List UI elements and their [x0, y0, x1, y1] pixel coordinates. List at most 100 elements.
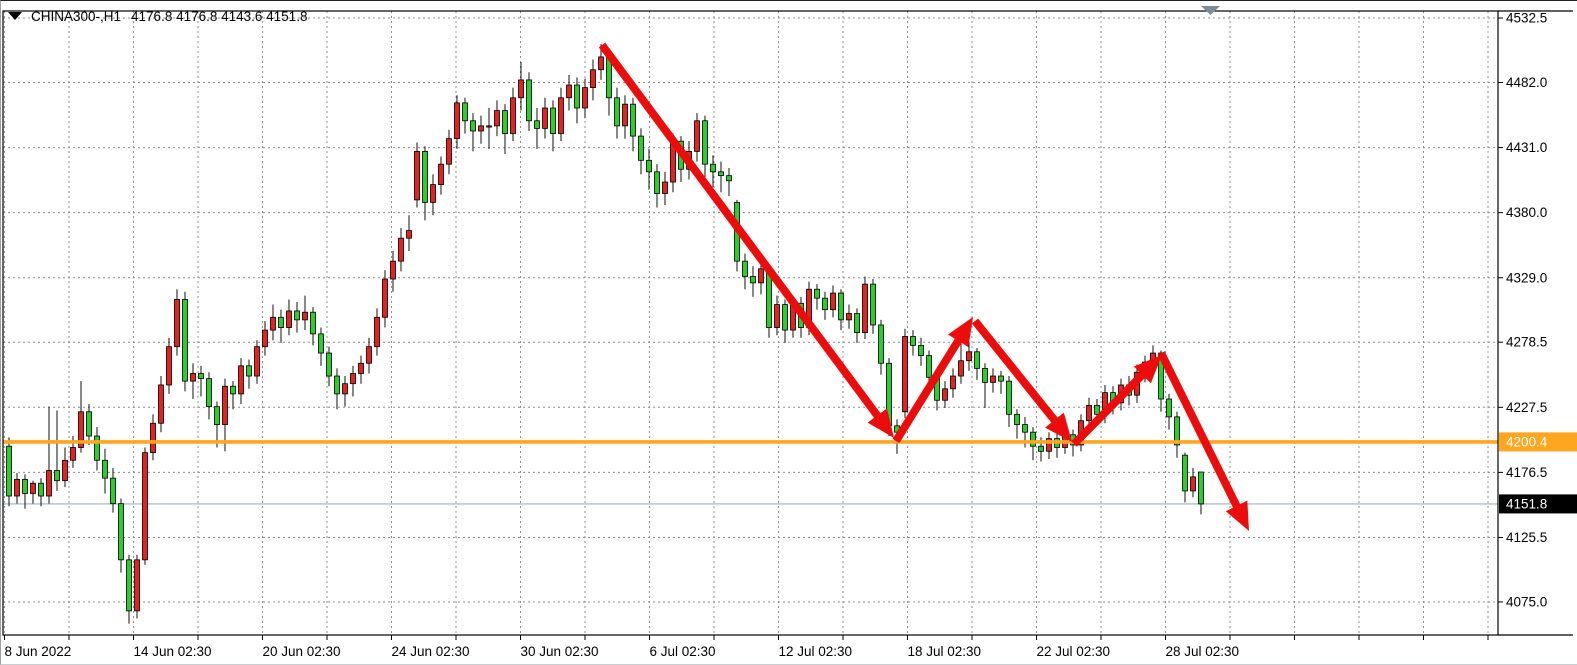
- symbol-period-label: CHINA300-,H1: [31, 9, 121, 24]
- candlestick: [878, 319, 884, 375]
- symbol-dropdown-icon[interactable]: [8, 12, 22, 20]
- chart-shift-marker-icon[interactable]: [1201, 6, 1220, 15]
- level-price-tag-background: [1499, 432, 1577, 452]
- bear-candle-body: [1198, 471, 1204, 505]
- candlestick: [174, 289, 180, 356]
- bear-candle-body: [838, 292, 844, 321]
- bear-candle-body: [534, 120, 540, 129]
- bull-candle-body: [302, 311, 308, 321]
- bear-candle-body: [630, 103, 636, 137]
- candlestick: [326, 346, 332, 387]
- candlestick: [102, 448, 108, 494]
- bull-candle-body: [1046, 438, 1052, 452]
- bull-candle-body: [486, 125, 492, 128]
- bid-price-tag-text: 4151.8: [1506, 496, 1547, 511]
- bear-candle-body: [54, 470, 60, 482]
- trend-arrow[interactable]: [598, 42, 894, 438]
- bull-candle-body: [510, 97, 516, 134]
- bull-candle-body: [774, 304, 780, 328]
- candlestick: [302, 295, 308, 331]
- candlestick: [646, 148, 652, 190]
- candlestick: [958, 340, 964, 384]
- candlestick: [574, 77, 580, 124]
- candlestick: [142, 447, 148, 565]
- bear-candle-body: [22, 479, 28, 494]
- candlestick: [350, 365, 356, 397]
- trend-arrow[interactable]: [971, 318, 1072, 442]
- bear-candle-body: [910, 336, 916, 346]
- price-axis-label: 4278.5: [1506, 335, 1547, 350]
- bear-candle-body: [1174, 416, 1180, 446]
- bear-candle-body: [1182, 454, 1188, 492]
- candlestick: [918, 337, 924, 366]
- candlestick: [822, 291, 828, 320]
- price-axis-label: 4227.5: [1506, 400, 1547, 415]
- bull-candle-body: [150, 422, 156, 454]
- candlestick: [814, 284, 820, 310]
- bear-candle-body: [1030, 431, 1036, 447]
- candlestick: [942, 381, 948, 408]
- candlestick: [1006, 376, 1012, 428]
- bull-candle-body: [14, 479, 20, 497]
- bull-candle-body: [430, 184, 436, 203]
- candlestick: [526, 72, 532, 131]
- candlestick: [870, 279, 876, 334]
- price-axis-label: 4431.0: [1506, 140, 1547, 155]
- bull-candle-body: [622, 103, 628, 127]
- bear-candle-body: [102, 459, 108, 479]
- candlestick: [614, 87, 620, 139]
- bull-candle-body: [382, 278, 388, 318]
- trend-arrows-layer[interactable]: [598, 42, 1249, 531]
- candlestick: [446, 129, 452, 175]
- candlestick: [966, 342, 972, 371]
- bear-candle-body: [310, 311, 316, 335]
- bull-candle-body: [846, 313, 852, 321]
- bull-candle-body: [166, 346, 172, 386]
- bear-candle-body: [110, 477, 116, 505]
- candlestick: [974, 347, 980, 380]
- candlestick: [310, 307, 316, 346]
- bear-candle-body: [318, 333, 324, 354]
- bull-candle-body: [862, 283, 868, 334]
- trend-arrow[interactable]: [1071, 355, 1162, 447]
- candlestick: [342, 376, 348, 407]
- candlestick: [638, 128, 644, 175]
- candlestick: [334, 368, 340, 410]
- bull-candle-body: [1190, 476, 1196, 492]
- candlestick: [982, 363, 988, 408]
- bear-candle-body: [334, 375, 340, 395]
- candlestick: [6, 437, 12, 507]
- trend-arrow[interactable]: [1157, 351, 1249, 531]
- bear-candle-body: [822, 297, 828, 311]
- bear-candle-body: [638, 135, 644, 161]
- level-price-tag: 4200.4: [1499, 432, 1577, 452]
- bull-candle-body: [590, 69, 596, 88]
- candlestick: [582, 78, 588, 119]
- candlestick: [158, 376, 164, 433]
- time-axis-label: 6 Jul 02:30: [650, 644, 716, 659]
- bull-candle-body: [350, 373, 356, 385]
- bull-candle-body: [990, 375, 996, 383]
- candlestick: [1014, 409, 1020, 439]
- bull-candle-body: [518, 79, 524, 99]
- trend-arrow[interactable]: [892, 317, 973, 444]
- candlestick: [774, 295, 780, 336]
- bear-candle-body: [230, 385, 236, 395]
- candlestick: [1198, 471, 1204, 515]
- bear-candle-body: [462, 102, 468, 122]
- candlestick: [622, 95, 628, 139]
- bull-candle-body: [238, 365, 244, 395]
- bear-candle-body: [526, 79, 532, 122]
- trend-arrow-head: [948, 317, 973, 348]
- candlestick: [710, 155, 716, 188]
- chart-frame: [2, 10, 1499, 636]
- candlestick: [1190, 467, 1196, 498]
- bear-candle-body: [750, 276, 756, 284]
- candlestick: [206, 372, 212, 420]
- trend-arrow-shaft: [598, 42, 883, 422]
- trend-arrow-shaft: [971, 318, 1061, 426]
- bear-candle-body: [918, 344, 924, 357]
- bull-candle-body: [222, 385, 228, 425]
